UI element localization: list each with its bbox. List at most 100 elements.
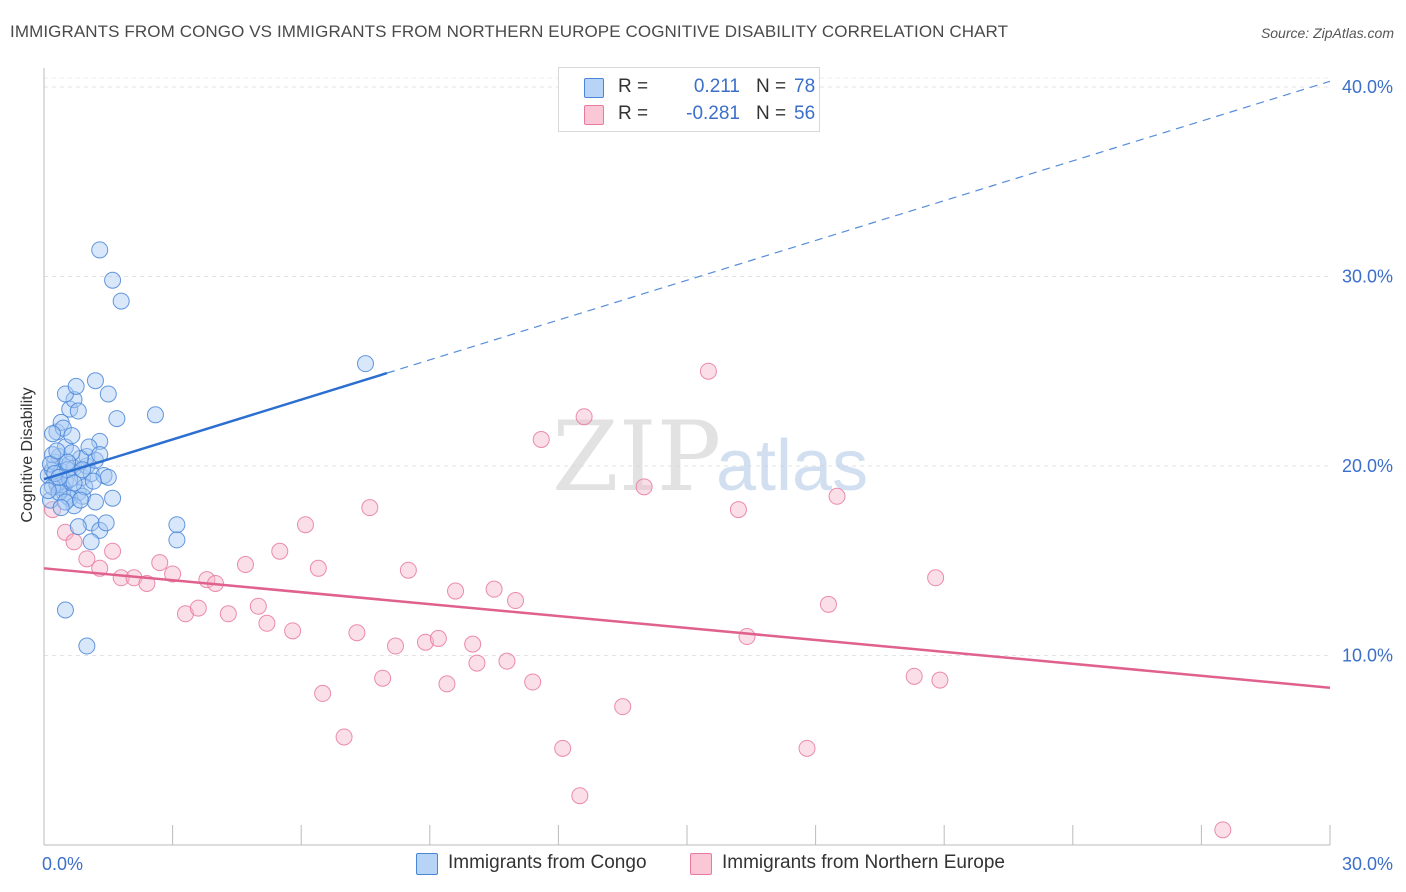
north-europe-point (798, 739, 816, 757)
north-europe-point (314, 684, 332, 702)
legend-n-label: N = (756, 76, 787, 97)
y-tick-labels: 10.0% 20.0% 30.0% 40.0% (1342, 77, 1393, 666)
bottom-legend-label-congo: Immigrants from Congo (448, 852, 647, 873)
congo-point (63, 427, 81, 445)
north-europe-point (927, 569, 945, 587)
y-tick-label: 20.0% (1342, 456, 1393, 476)
legend-n-label: N = (756, 103, 787, 124)
congo-point (48, 442, 66, 460)
trend-lines (43, 80, 1331, 689)
congo-point (63, 444, 81, 462)
north-europe-point (571, 787, 589, 805)
congo-point (99, 468, 117, 486)
north-europe-point (931, 671, 949, 689)
congo-point (168, 531, 186, 549)
congo-point (84, 472, 102, 490)
north-europe-point (271, 542, 289, 560)
north-europe-point (485, 580, 503, 598)
north-europe-point (635, 478, 653, 496)
north-europe-point (464, 635, 482, 653)
north-europe-point (447, 582, 465, 600)
congo-trend-line (43, 371, 388, 481)
north-europe-point (284, 622, 302, 640)
congo-point (104, 489, 122, 507)
north-europe-point (151, 554, 169, 572)
north-europe-point (507, 592, 525, 610)
north-europe-point (1214, 821, 1232, 839)
legend-r-value-congo: 0.211 (693, 76, 740, 97)
y-tick-label: 30.0% (1342, 266, 1393, 286)
congo-point (52, 499, 70, 517)
y-tick-label: 40.0% (1342, 77, 1393, 97)
congo-trend-extension (386, 80, 1331, 374)
watermark: ZIP atlas (552, 401, 868, 513)
congo-point (108, 410, 126, 428)
congo-point (112, 292, 130, 310)
congo-point (82, 533, 100, 551)
north-europe-point (828, 487, 846, 505)
congo-point (168, 516, 186, 534)
north-europe-point (498, 652, 516, 670)
north-europe-point (429, 629, 447, 647)
north-europe-point (112, 569, 130, 587)
north-europe-point (56, 523, 74, 541)
legend-r-value-north: -0.281 (686, 103, 740, 124)
north-europe-point (699, 362, 717, 380)
north-europe-point (309, 559, 327, 577)
north-europe-point (468, 654, 486, 672)
north-europe-point (104, 542, 122, 560)
north-europe-point (219, 605, 237, 623)
congo-point (39, 482, 57, 500)
north-europe-point (164, 565, 182, 583)
legend-r-label: R = (618, 103, 649, 124)
grid-lines (44, 77, 1330, 656)
north-europe-point (524, 673, 542, 691)
correlation-legend: R = 0.211 N = 78 R = -0.281 N = 56 (558, 67, 820, 132)
congo-point (91, 241, 109, 259)
congo-point (357, 355, 374, 373)
congo-point (146, 406, 164, 424)
congo-point (65, 391, 83, 409)
north-europe-point (729, 501, 747, 519)
north-europe-point (65, 533, 83, 551)
congo-point (91, 432, 109, 450)
north-europe-point (374, 669, 392, 687)
north-europe-point (575, 408, 593, 426)
congo-point (76, 478, 94, 496)
congo-point (86, 493, 104, 511)
north-europe-point (819, 595, 837, 613)
north-europe-point (905, 667, 923, 685)
north-europe-point (78, 550, 96, 568)
chart-source: Source: ZipAtlas.com (1260, 25, 1394, 41)
north-europe-point (176, 605, 194, 623)
bottom-legend-swatch-congo (416, 853, 438, 875)
congo-point (59, 453, 77, 471)
congo-point (99, 385, 117, 403)
congo-point (65, 497, 83, 515)
north-europe-point (361, 499, 379, 517)
congo-point (69, 518, 87, 536)
north-europe-point (532, 430, 550, 448)
north-europe-points (44, 362, 1232, 839)
congo-point (78, 637, 96, 655)
legend-n-value-congo: 78 (794, 76, 816, 97)
north-europe-trend-line (43, 567, 1331, 689)
north-europe-point (387, 637, 405, 655)
congo-point (97, 514, 115, 532)
north-europe-point (554, 739, 572, 757)
north-europe-point (189, 599, 207, 617)
congo-point (69, 402, 87, 420)
north-europe-point (258, 614, 276, 632)
congo-point (44, 425, 62, 443)
x-ticks (43, 825, 1331, 845)
bottom-legend-label-north: Immigrants from Northern Europe (722, 852, 1005, 873)
legend-swatch-north (584, 105, 604, 125)
north-europe-point (438, 675, 456, 693)
congo-point (104, 271, 122, 289)
north-europe-point (417, 633, 435, 651)
north-europe-point (296, 516, 314, 534)
congo-point (56, 601, 74, 619)
north-europe-point (249, 597, 267, 615)
congo-points (39, 241, 374, 655)
congo-point (71, 491, 89, 509)
